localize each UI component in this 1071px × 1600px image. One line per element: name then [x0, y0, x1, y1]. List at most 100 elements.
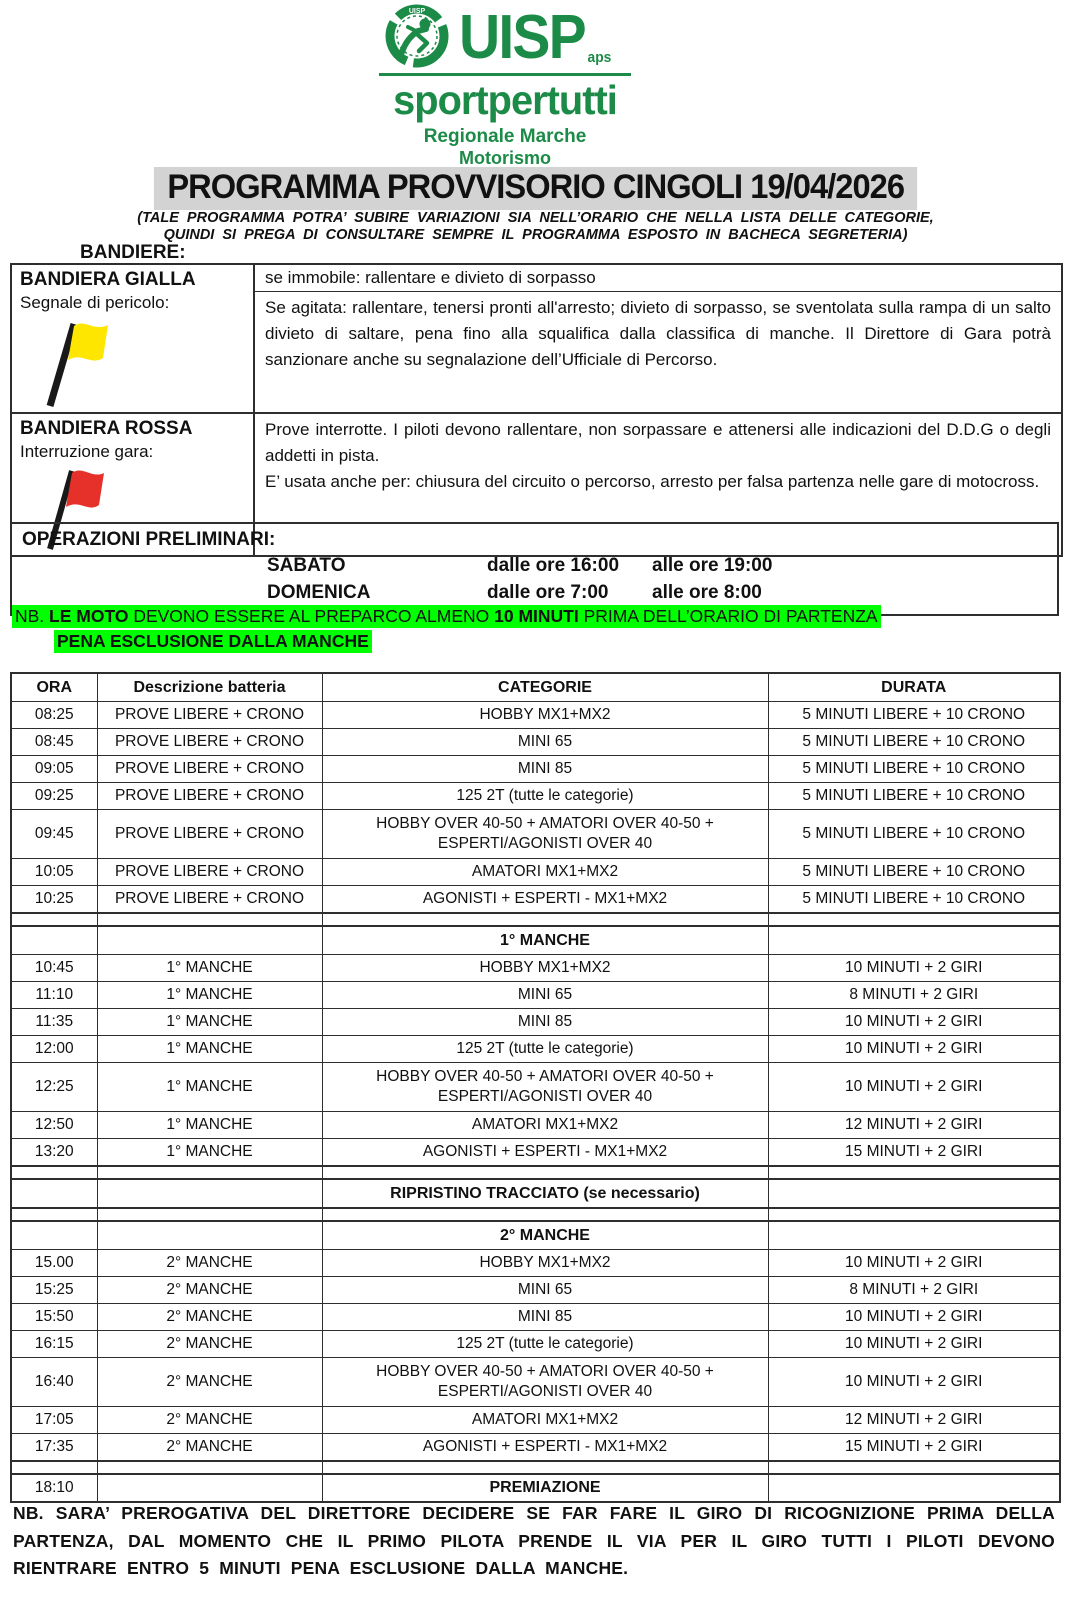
durata-cell	[767, 1473, 1061, 1503]
spacer-cell	[10, 1165, 98, 1180]
ora-cell: 10:25	[10, 885, 98, 914]
schedule-row: 12:50 1° MANCHE AMATORI MX1+MX2 12 MINUTI +…	[10, 1111, 1061, 1139]
ora-cell: 09:05	[10, 755, 98, 783]
spacer-cell	[767, 912, 1061, 927]
uisp-logo: UISP UISP aps sportpertutti Regionale Mar…	[0, 2, 1010, 169]
descrizione-cell: 2° MANCHE	[96, 1406, 323, 1434]
durata-cell: 10 MINUTI + 2 GIRI	[767, 1062, 1061, 1112]
ora-cell: 10:05	[10, 858, 98, 886]
col-header-descrizione: Descrizione batteria	[96, 672, 323, 702]
ora-cell: 09:45	[10, 809, 98, 859]
uisp-wordmark: UISP aps	[459, 3, 612, 72]
categorie-cell: HOBBY MX1+MX2	[321, 954, 769, 982]
schedule-spacer-row	[10, 1165, 1061, 1180]
section-label-cell: RIPRISTINO TRACCIATO (se necessario)	[321, 1178, 769, 1209]
ops-day: DOMENICA	[267, 582, 371, 603]
red-flag-rules: Prove interrotte. I piloti devono rallen…	[255, 414, 1061, 555]
descrizione-cell: PROVE LIBERE + CRONO	[96, 701, 323, 729]
descrizione-cell: 2° MANCHE	[96, 1303, 323, 1331]
spacer-cell	[10, 912, 98, 927]
descrizione-cell: PROVE LIBERE + CRONO	[96, 728, 323, 756]
schedule-table: ORA Descrizione batteria CATEGORIE DURAT…	[10, 672, 1061, 1503]
col-header-ora: ORA	[10, 672, 98, 702]
schedule-row: 15:25 2° MANCHE MINI 65 8 MINUTI + 2 GIRI	[10, 1276, 1061, 1304]
schedule-row: 15.00 2° MANCHE HOBBY MX1+MX2 10 MINUTI + 2…	[10, 1249, 1061, 1277]
schedule-row: 08:45 PROVE LIBERE + CRONO MINI 65 5 MINUTI…	[10, 728, 1061, 756]
schedule-row: 15:50 2° MANCHE MINI 85 10 MINUTI + 2 GIRI	[10, 1303, 1061, 1331]
durata-cell: 10 MINUTI + 2 GIRI	[767, 1249, 1061, 1277]
categorie-cell: AMATORI MX1+MX2	[321, 1406, 769, 1434]
spacer-cell	[96, 1460, 323, 1475]
preliminary-operations-box: OPERAZIONI PRELIMINARI: SABATO dalle ore …	[10, 522, 1059, 616]
red-flag-role: Interruzione gara:	[20, 442, 154, 461]
schedule-row: 17:05 2° MANCHE AMATORI MX1+MX2 12 MINUTI +…	[10, 1406, 1061, 1434]
descrizione-cell: 2° MANCHE	[96, 1433, 323, 1462]
schedule-spacer-row	[10, 912, 1061, 927]
ora-cell: 17:35	[10, 1433, 98, 1462]
title-wrap: PROGRAMMA PROVVISORIO CINGOLI 19/04/2026	[0, 167, 1071, 210]
schedule-row: 09:45 PROVE LIBERE + CRONO HOBBY OVER 40-5…	[10, 809, 1061, 859]
spacer-cell	[321, 1207, 769, 1222]
categorie-cell: 125 2T (tutte le categorie)	[321, 782, 769, 810]
ora-cell: 12:00	[10, 1035, 98, 1063]
durata-cell: 12 MINUTI + 2 GIRI	[767, 1406, 1061, 1434]
schedule-row: 11:10 1° MANCHE MINI 65 8 MINUTI + 2 GIRI	[10, 981, 1061, 1009]
durata-cell: 5 MINUTI LIBERE + 10 CRONO	[767, 755, 1061, 783]
durata-cell: 10 MINUTI + 2 GIRI	[767, 954, 1061, 982]
ora-cell: 15:25	[10, 1276, 98, 1304]
ora-cell: 18:10	[10, 1473, 98, 1503]
categorie-cell: AGONISTI + ESPERTI - MX1+MX2	[321, 1433, 769, 1462]
ora-cell: 09:25	[10, 782, 98, 810]
ora-cell: 11:10	[10, 981, 98, 1009]
spacer-cell	[321, 912, 769, 927]
categorie-cell: MINI 65	[321, 728, 769, 756]
page-title: PROGRAMMA PROVVISORIO CINGOLI 19/04/2026	[153, 167, 918, 210]
schedule-spacer-row	[10, 1207, 1061, 1222]
durata-cell: 8 MINUTI + 2 GIRI	[767, 1276, 1061, 1304]
red-flag-icon	[47, 470, 104, 550]
schedule-row: 10:05 PROVE LIBERE + CRONO AMATORI MX1+MX2…	[10, 858, 1061, 886]
section-empty-cell	[10, 1220, 98, 1250]
categorie-cell: MINI 85	[321, 1303, 769, 1331]
section-empty-cell	[767, 1220, 1061, 1250]
uisp-emblem-icon: UISP	[385, 4, 449, 68]
durata-cell: 5 MINUTI LIBERE + 10 CRONO	[767, 858, 1061, 886]
categorie-cell: AMATORI MX1+MX2	[321, 858, 769, 886]
descrizione-cell: 2° MANCHE	[96, 1330, 323, 1358]
yellow-flag-role: Segnale di pericolo:	[20, 293, 170, 312]
section-empty-cell	[96, 1178, 323, 1209]
preliminary-heading: OPERAZIONI PRELIMINARI:	[22, 529, 276, 550]
schedule-row: 11:35 1° MANCHE MINI 85 10 MINUTI + 2 GIRI	[10, 1008, 1061, 1036]
spacer-cell	[10, 1460, 98, 1475]
col-header-categorie: CATEGORIE	[321, 672, 769, 702]
preliminary-row: DOMENICA dalle ore 7:00 alle ore 8:00	[12, 579, 1057, 606]
durata-cell: 5 MINUTI LIBERE + 10 CRONO	[767, 809, 1061, 859]
durata-cell: 8 MINUTI + 2 GIRI	[767, 981, 1061, 1009]
flags-table: BANDIERA GIALLA Segnale di pericolo: se …	[10, 263, 1063, 557]
uisp-aps-suffix: aps	[587, 49, 612, 66]
section-empty-cell	[96, 925, 323, 955]
ops-from: dalle ore 7:00	[487, 582, 609, 603]
durata-cell: 12 MINUTI + 2 GIRI	[767, 1111, 1061, 1139]
schedule-row: 12:25 1° MANCHE HOBBY OVER 40-50 + AMATORI…	[10, 1062, 1061, 1112]
uisp-wordmark-text: UISP	[459, 3, 587, 72]
ora-cell: 16:40	[10, 1357, 98, 1407]
descrizione-cell	[96, 1473, 323, 1503]
schedule-row: 18:10 PREMIAZIONE	[10, 1473, 1061, 1503]
title-disclaimer-line1: (TALE PROGRAMMA POTRA’ SUBIRE VARIAZIONI…	[137, 210, 934, 226]
durata-cell: 5 MINUTI LIBERE + 10 CRONO	[767, 782, 1061, 810]
ora-cell: 08:45	[10, 728, 98, 756]
schedule-header-row: ORA Descrizione batteria CATEGORIE DURAT…	[10, 672, 1061, 702]
durata-cell: 15 MINUTI + 2 GIRI	[767, 1138, 1061, 1167]
categorie-cell: MINI 65	[321, 981, 769, 1009]
spacer-cell	[96, 1165, 323, 1180]
logo-top-row: UISP UISP aps	[0, 2, 1010, 72]
ora-cell: 12:50	[10, 1111, 98, 1139]
red-flag-rule-line2: E’ usata anche per: chiusura del circuit…	[265, 472, 1040, 491]
durata-cell: 10 MINUTI + 2 GIRI	[767, 1357, 1061, 1407]
ora-cell: 12:25	[10, 1062, 98, 1112]
categorie-cell: AGONISTI + ESPERTI - MX1+MX2	[321, 885, 769, 914]
durata-cell: 10 MINUTI + 2 GIRI	[767, 1303, 1061, 1331]
durata-cell: 15 MINUTI + 2 GIRI	[767, 1433, 1061, 1462]
